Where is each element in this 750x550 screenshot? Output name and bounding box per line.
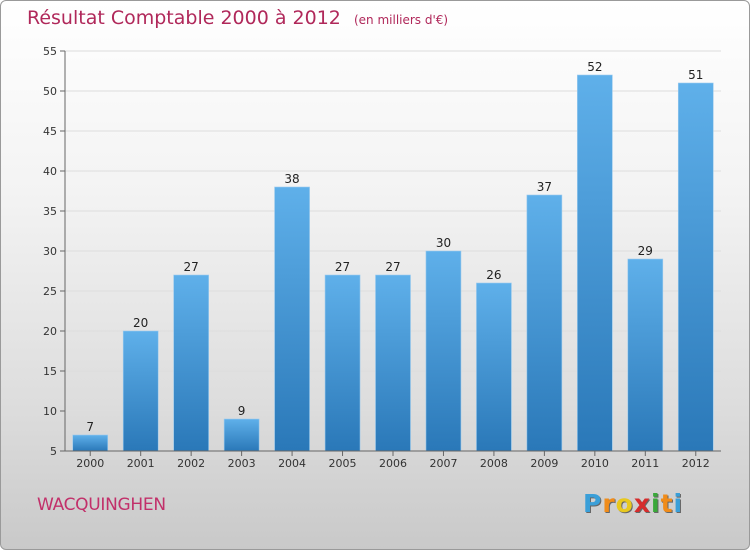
logo-letter: x (633, 489, 651, 518)
bar (476, 282, 512, 452)
bar-value-label: 27 (385, 260, 400, 274)
x-tick-label: 2000 (76, 457, 104, 470)
bar (122, 330, 159, 452)
x-tick-label: 2003 (228, 457, 256, 470)
bar-value-label: 52 (587, 60, 602, 74)
bar-value-label: 51 (688, 68, 703, 82)
y-tick-label: 25 (43, 285, 57, 298)
bar (577, 74, 613, 452)
bar (677, 82, 714, 452)
chart-title: Résultat Comptable 2000 à 2012 (en milli… (27, 7, 448, 29)
bar-value-label: 38 (284, 172, 299, 186)
y-tick-label: 15 (43, 365, 57, 378)
y-tick-label: 45 (43, 125, 57, 138)
x-tick-label: 2009 (530, 457, 558, 470)
proxiti-logo: Proxiti (583, 489, 683, 518)
title-text: Résultat Comptable 2000 à 2012 (27, 7, 341, 29)
logo-letter: r (602, 489, 616, 518)
x-tick-label: 2011 (631, 457, 659, 470)
bar (72, 434, 109, 452)
logo-letter: o (615, 489, 634, 518)
logo-letter: t (660, 489, 674, 518)
bar (425, 250, 462, 452)
x-tick-label: 2012 (682, 457, 710, 470)
subtitle-text: (en milliers d'€) (353, 13, 449, 27)
bar (274, 186, 310, 452)
bar (627, 258, 664, 452)
logo-letter: i (651, 489, 661, 518)
bars: 7 20 27 9 38 27 27 30 26 37 52 29 51 (72, 60, 714, 452)
x-tick-label: 2002 (177, 457, 205, 470)
bar-value-label: 9 (238, 404, 246, 418)
x-tick-label: 2005 (329, 457, 357, 470)
logo-letter: i (673, 489, 684, 518)
y-tick-label: 20 (43, 325, 57, 338)
x-tick-label: 2008 (480, 457, 508, 470)
x-tick-label: 2010 (581, 457, 609, 470)
bar-value-label: 27 (184, 260, 199, 274)
bar-value-label: 37 (537, 180, 552, 194)
x-tick-label: 2006 (379, 457, 407, 470)
y-tick-label: 55 (43, 45, 57, 58)
y-tick-label: 10 (43, 405, 57, 418)
y-tick-label: 50 (43, 85, 57, 98)
bar-value-label: 30 (436, 236, 451, 250)
bar (375, 274, 411, 452)
bar-value-label: 7 (86, 420, 94, 434)
x-tick-label: 2007 (429, 457, 457, 470)
axes: 5 10 15 20 25 30 35 40 45 50 55 2000 2001 2002 2003 200… (43, 45, 721, 470)
bar (223, 418, 260, 452)
bar-value-label: 20 (133, 316, 148, 330)
x-tick-label: 2004 (278, 457, 306, 470)
bar (526, 194, 563, 452)
commune-name: WACQUINGHEN (37, 495, 166, 515)
y-tick-label: 30 (43, 245, 57, 258)
bar (173, 274, 209, 452)
logo-letter: P (583, 489, 603, 518)
y-tick-label: 35 (43, 205, 57, 218)
x-tick-label: 2001 (127, 457, 155, 470)
y-tick-label: 40 (43, 165, 57, 178)
bar (324, 274, 361, 452)
bar-value-label: 29 (638, 244, 653, 258)
y-tick-label: 5 (50, 445, 57, 458)
bar-value-label: 26 (486, 268, 501, 282)
bar-value-label: 27 (335, 260, 350, 274)
